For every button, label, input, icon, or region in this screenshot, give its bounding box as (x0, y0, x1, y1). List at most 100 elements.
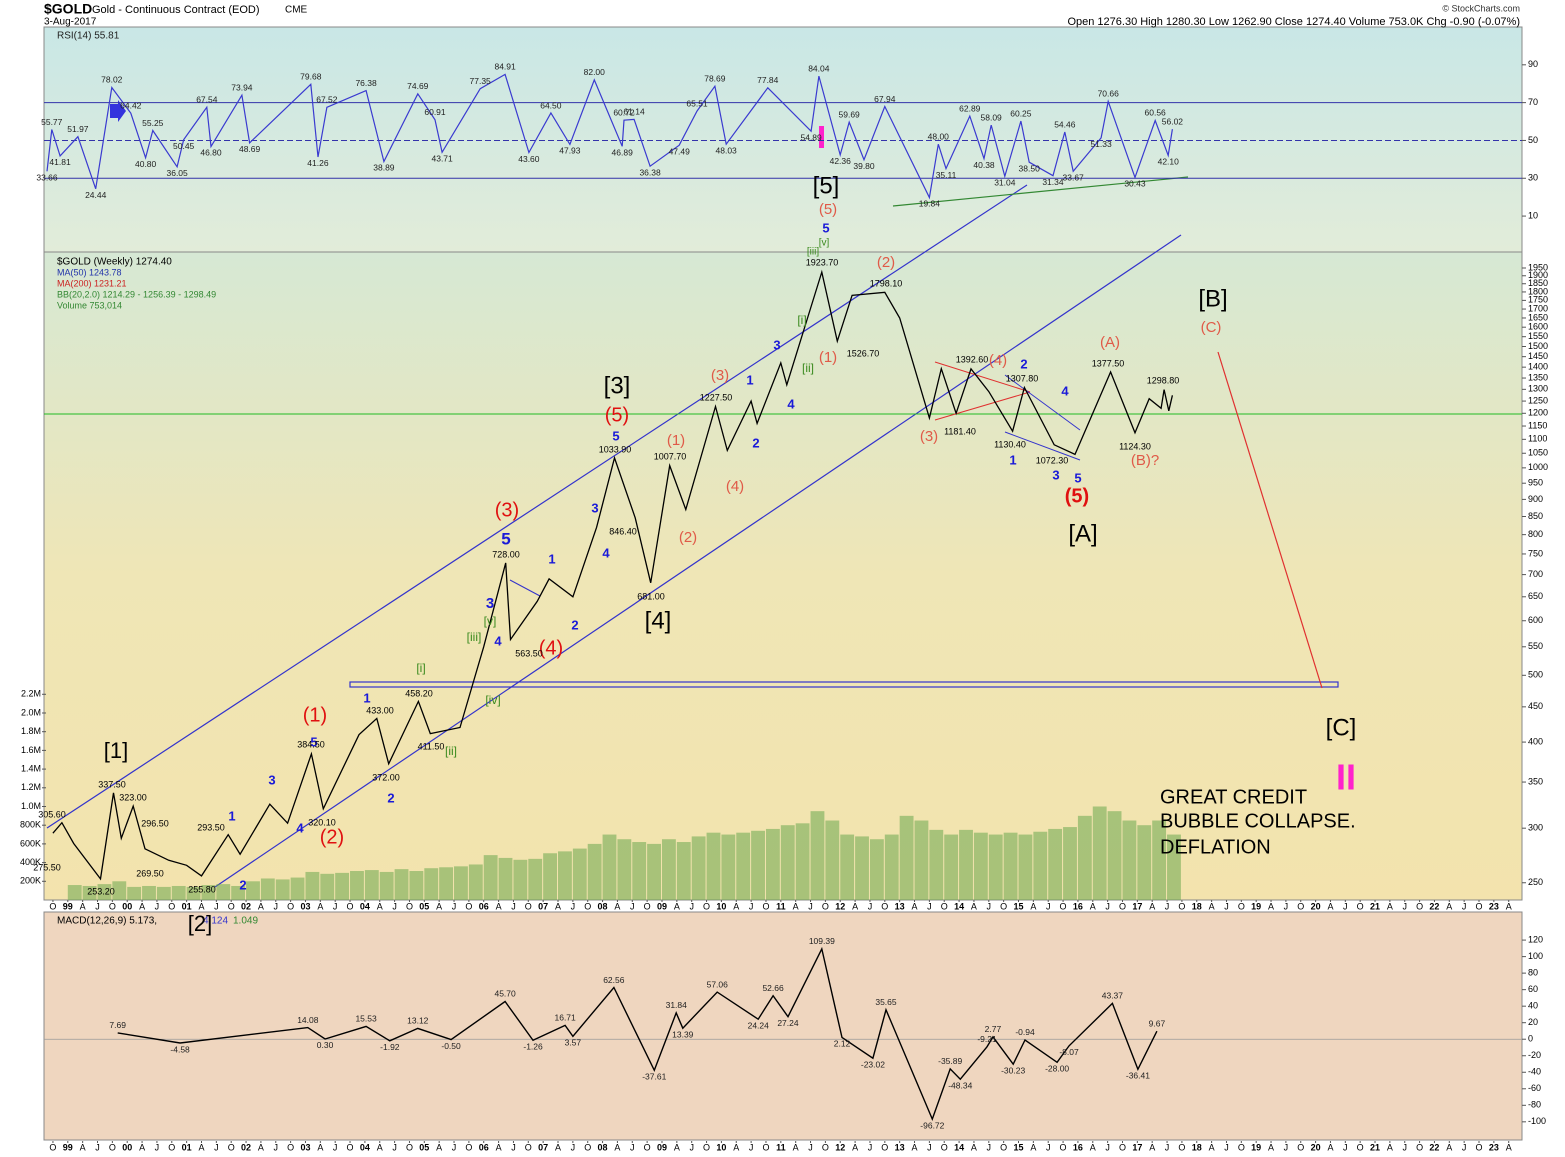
annotation: 4 (494, 633, 502, 648)
annotation: 5 (501, 529, 510, 548)
annotation: [iii] (467, 630, 482, 644)
annotation: 1307.80 (1006, 373, 1039, 383)
x-tick-label: O (1238, 901, 1245, 911)
x-tick-label: O (406, 901, 413, 911)
volume-tick-label: 600K (20, 838, 41, 848)
x-tick-label: A (496, 1142, 502, 1152)
x-tick-label: J (987, 1142, 992, 1152)
x-tick-label: 20 (1311, 901, 1321, 911)
value-label: -96.72 (920, 1120, 944, 1130)
x-tick-label: O (1060, 1142, 1067, 1152)
value-label: 3.57 (565, 1038, 582, 1048)
y-tick-label: 750 (1528, 548, 1543, 558)
volume-bar (468, 864, 483, 900)
x-tick-label: O (1416, 901, 1423, 911)
x-tick-label: A (852, 901, 858, 911)
x-tick-label: O (347, 1142, 354, 1152)
x-tick-label: O (347, 901, 354, 911)
x-tick-label: A (377, 1142, 383, 1152)
volume-bar (869, 839, 884, 900)
x-tick-label: J (571, 901, 576, 911)
value-label: 54.89 (800, 132, 822, 142)
x-tick-label: O (1060, 901, 1067, 911)
x-tick-label: A (1209, 1142, 1215, 1152)
annotation: 3 (773, 337, 780, 352)
value-label: 15.53 (355, 1014, 377, 1024)
triangle-line (934, 391, 1031, 421)
volume-bar (275, 879, 290, 900)
value-label: 47.49 (669, 146, 691, 156)
x-tick-label: 00 (122, 901, 132, 911)
x-tick-label: 12 (835, 1142, 845, 1152)
annotation: (B)? (1131, 452, 1159, 469)
x-tick-label: J (808, 1142, 813, 1152)
x-tick-label: 01 (182, 1142, 192, 1152)
x-tick-label: J (868, 1142, 873, 1152)
y-tick-label: 500 (1528, 670, 1543, 680)
x-tick-label: 16 (1073, 901, 1083, 911)
x-tick-label: J (95, 901, 100, 911)
x-tick-label: 06 (479, 901, 489, 911)
x-tick-label: J (1343, 901, 1348, 911)
x-tick-label: J (274, 901, 279, 911)
x-tick-label: J (571, 1142, 576, 1152)
x-tick-label: J (392, 1142, 397, 1152)
value-label: 36.38 (639, 167, 661, 177)
value-label: 60.72 (613, 107, 635, 117)
y-tick-label: 1900 (1528, 270, 1548, 280)
legend-ma50: MA(50) 1243.78 (57, 267, 122, 277)
x-tick-label: J (333, 1142, 338, 1152)
annotation: 2 (752, 435, 759, 450)
volume-bar (1077, 815, 1092, 900)
x-tick-label: O (644, 1142, 651, 1152)
y-tick-label: 450 (1528, 701, 1543, 711)
x-tick-label: O (287, 1142, 294, 1152)
x-tick-label: A (1327, 1142, 1333, 1152)
volume-bar (305, 871, 320, 900)
value-label: 48.00 (928, 131, 950, 141)
y-tick-label: 70 (1528, 97, 1538, 107)
annotation: 296.50 (141, 818, 169, 828)
annotation: (2) (679, 529, 697, 546)
annotation: (4) (539, 637, 563, 659)
x-tick-label: A (912, 1142, 918, 1152)
triangle-line (934, 361, 1031, 393)
x-tick-label: 22 (1429, 1142, 1439, 1152)
x-tick-label: O (1297, 1142, 1304, 1152)
x-tick-label: O (1178, 1142, 1185, 1152)
legend-main: $GOLD (Weekly) 1274.40 (57, 257, 172, 268)
wedge-line (1004, 374, 1081, 431)
value-label: 48.69 (239, 144, 261, 154)
annotation: 1 (746, 372, 753, 387)
annotation: II (1336, 757, 1356, 798)
annotation: 411.50 (418, 741, 445, 751)
x-tick-label: A (852, 1142, 858, 1152)
y-tick-label: 20 (1528, 1017, 1538, 1027)
annotation: 372.00 (372, 772, 400, 782)
value-label: 46.89 (612, 148, 634, 158)
annotation: 1 (228, 808, 235, 823)
x-tick-label: 01 (182, 901, 192, 911)
value-label: 84.91 (494, 62, 516, 72)
value-label: 33.67 (1063, 173, 1085, 183)
value-label: 67.52 (316, 95, 338, 105)
x-tick-label: A (139, 901, 145, 911)
annotation: 337.50 (98, 779, 126, 789)
annotation: 433.00 (366, 705, 394, 715)
x-tick-label: O (525, 1142, 532, 1152)
annotation: [v] (484, 614, 497, 628)
annotation: (3) (920, 428, 938, 445)
x-tick-label: J (1462, 901, 1467, 911)
y-tick-label: 30 (1528, 173, 1538, 183)
volume-bar (973, 832, 988, 900)
volume-bar (483, 855, 498, 900)
volume-tick-label: 1.0M (21, 801, 41, 811)
volume-bar (558, 851, 572, 900)
value-label: 39.80 (853, 161, 875, 171)
x-tick-label: O (881, 1142, 888, 1152)
value-label: 35.65 (875, 997, 897, 1007)
y-tick-label: 300 (1528, 823, 1543, 833)
annotation: [i] (416, 661, 425, 675)
volume-bar (1167, 834, 1181, 900)
